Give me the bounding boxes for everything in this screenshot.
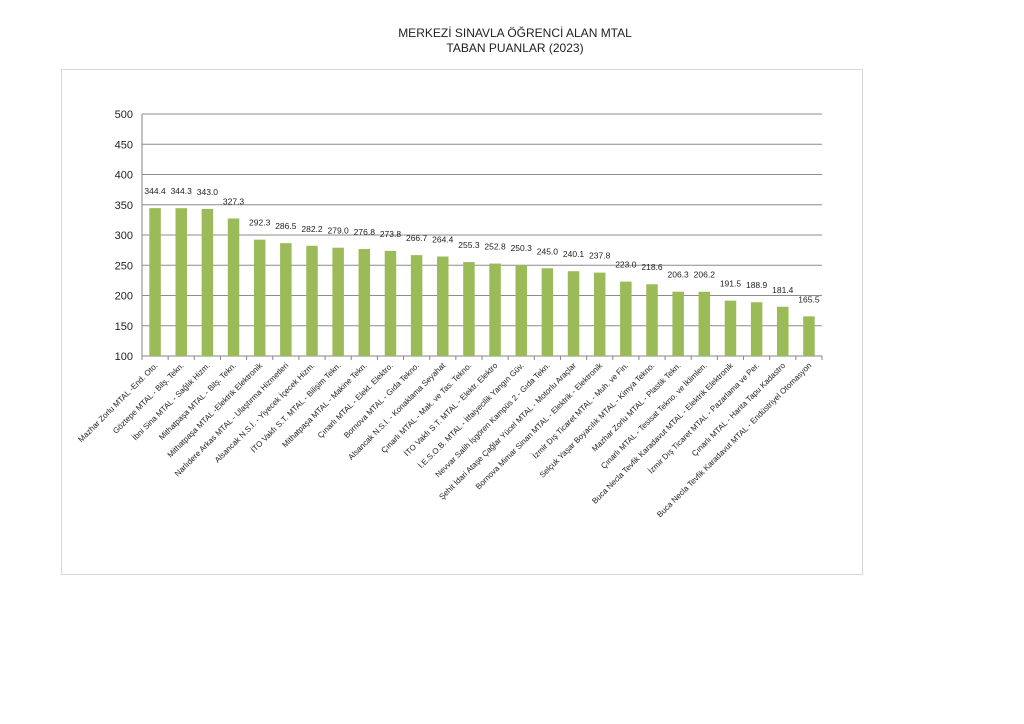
value-label: 266.7	[406, 233, 428, 243]
chart-title-line-1: MERKEZİ SINAVLA ÖĞRENCİ ALAN MTAL	[398, 26, 632, 40]
bar	[803, 316, 815, 356]
gridlines	[142, 113, 822, 357]
bar	[201, 208, 214, 356]
bar	[358, 249, 371, 356]
x-tick-label: Mithatpaşa MTAL -Elektrik Elektronik	[166, 360, 265, 459]
value-label: 286.5	[275, 221, 297, 231]
bar	[437, 256, 449, 356]
y-tick-label: 400	[115, 170, 133, 182]
value-label: 191.5	[720, 279, 742, 289]
bar	[698, 291, 711, 356]
bar	[672, 291, 684, 356]
value-label: 343.0	[197, 187, 219, 197]
bar	[410, 255, 423, 356]
bar	[593, 272, 606, 356]
value-label: 165.5	[798, 294, 820, 304]
x-tick-label: İTO Vakfı S.T. MTAL - Elektr. Elektro	[402, 361, 499, 458]
bar	[227, 218, 240, 356]
x-axis-labels: Mazhar Zorlu MTAL -End. Oto.Göztepe MTAL…	[76, 356, 823, 519]
bar	[384, 250, 397, 356]
value-label: 279.0	[328, 226, 350, 236]
value-label: 218.6	[641, 262, 663, 272]
y-axis: 100 150 200 250 300 350 400 450 500	[115, 109, 143, 363]
bar	[306, 245, 318, 356]
value-label: 292.3	[249, 218, 271, 228]
value-label: 188.9	[746, 280, 768, 290]
y-tick-label: 200	[115, 291, 133, 303]
value-label: 245.0	[537, 246, 559, 256]
y-tick-label: 100	[115, 351, 133, 363]
bar	[280, 243, 292, 356]
bar	[332, 247, 344, 356]
value-label: 276.8	[354, 227, 376, 237]
y-tick-label: 250	[115, 260, 133, 272]
bar	[489, 263, 501, 356]
value-label: 237.8	[589, 251, 611, 261]
bar	[777, 306, 789, 356]
value-label: 206.2	[694, 270, 716, 280]
value-label: 264.4	[432, 235, 454, 245]
value-label: 344.4	[144, 186, 166, 196]
value-label: 206.3	[668, 270, 690, 280]
value-label: 273.8	[380, 229, 402, 239]
bar	[515, 265, 527, 356]
value-label: 252.8	[484, 242, 506, 252]
chart-title: MERKEZİ SINAVLA ÖĞRENCİ ALAN MTAL TABAN …	[0, 26, 1024, 56]
y-tick-label: 450	[115, 139, 133, 151]
y-tick-label: 350	[115, 200, 133, 212]
value-label: 282.2	[301, 224, 323, 234]
value-label: 223.0	[615, 260, 637, 270]
bar	[646, 284, 658, 356]
bar	[567, 271, 580, 356]
value-labels: 344.4 344.3 343.0 327.3 292.3 286.5 282.2 279.0…	[144, 186, 819, 304]
value-label: 181.4	[772, 285, 794, 295]
bar	[724, 300, 737, 356]
chart-title-line-2: TABAN PUANLAR (2023)	[446, 41, 584, 55]
x-tick-label: Çınarlı MTAL - Harita Tapu Kadastro	[690, 361, 788, 459]
bar	[253, 239, 266, 356]
value-label: 344.3	[171, 186, 193, 196]
value-label: 240.1	[563, 249, 585, 259]
value-label: 255.3	[458, 240, 480, 250]
x-tick-label: İzmir Dış Ticaret MTAL - Muh. ve Fin.	[531, 361, 630, 460]
bars	[149, 208, 815, 356]
value-label: 327.3	[223, 196, 245, 206]
y-tick-label: 300	[115, 230, 133, 242]
y-tick-label: 500	[115, 109, 133, 121]
bar	[463, 262, 475, 356]
bar	[620, 281, 632, 356]
bar	[149, 208, 161, 356]
bar	[541, 268, 554, 356]
bar	[750, 302, 763, 356]
bar	[175, 208, 187, 356]
y-tick-label: 150	[115, 321, 133, 333]
value-label: 250.3	[511, 243, 533, 253]
